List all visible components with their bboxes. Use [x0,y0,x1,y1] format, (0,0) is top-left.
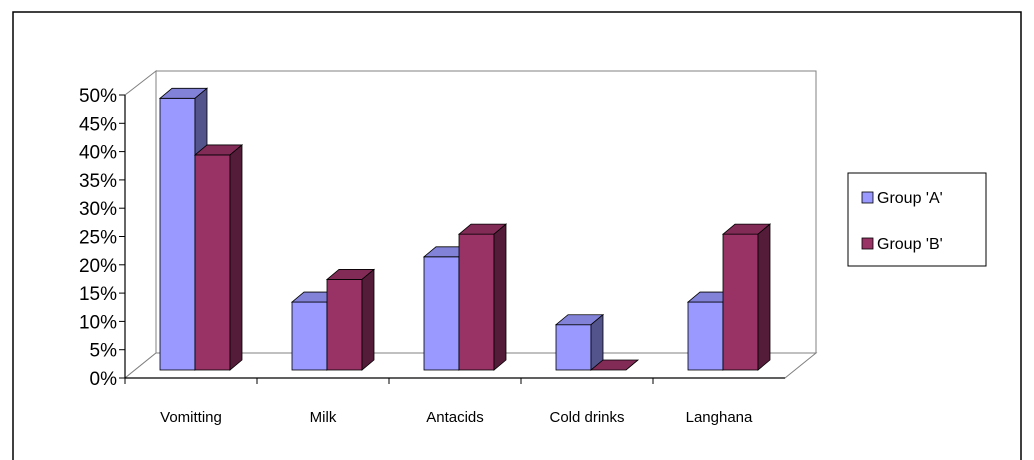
x-tick-label: Vomitting [160,409,222,426]
legend-swatch [861,191,874,204]
legend-label: Group 'B' [877,236,943,253]
y-tick-label: 15% [79,284,117,305]
bar-milk-b [325,268,376,371]
legend-box [847,172,987,267]
y-tick-label: 20% [79,256,117,277]
bar-cold-drinks-b [589,359,640,371]
bar-vomitting-b [193,144,244,371]
x-tick-label: Cold drinks [549,409,624,426]
legend-label: Group 'A' [877,190,943,207]
y-tick-label: 25% [79,228,117,249]
y-tick-label: 50% [79,86,117,107]
bar-langhana-b [721,223,772,371]
y-tick-label: 10% [79,312,117,333]
y-tick-label: 0% [90,369,118,390]
x-tick-label: Antacids [426,409,484,426]
chart-border [12,11,1022,460]
legend-swatch [861,237,874,250]
y-tick-label: 40% [79,143,117,164]
bar-cold-drinks-a [554,313,605,371]
y-tick-label: 35% [79,171,117,192]
x-axis: Vomitting Milk Antacids Cold drinks Langhana [124,378,753,426]
side-wall [124,69,157,380]
y-tick-label: 30% [79,199,117,220]
bar-antacids-b [457,223,508,371]
bars [158,87,772,371]
x-tick-label: Langhana [686,409,753,426]
legend: Group 'A' Group 'B' [847,172,987,267]
x-tick-label: Milk [310,409,337,426]
y-axis: 0% 5% 10% 15% 20% 25% 30% 35% 40% 45% 50% [79,86,785,390]
y-tick-label: 5% [90,341,118,362]
y-tick-label: 45% [79,114,117,135]
